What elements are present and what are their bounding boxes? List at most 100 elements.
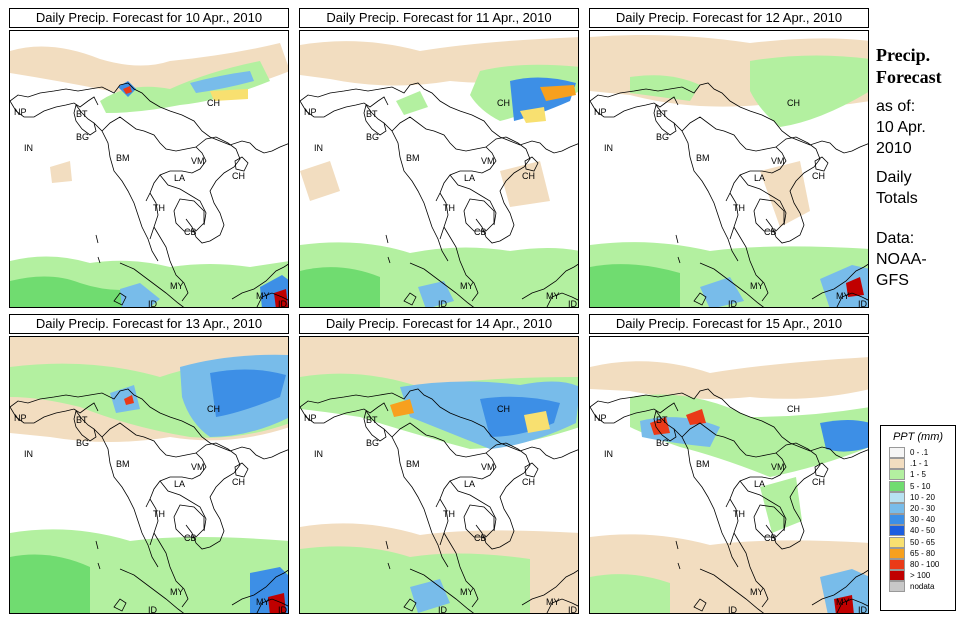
svg-text:CH: CH [497, 98, 510, 108]
svg-text:LA: LA [464, 479, 475, 489]
svg-text:VM: VM [191, 462, 205, 472]
legend-item: .1 - 1 [881, 458, 955, 470]
sidebar-totals-line1: Daily [876, 169, 912, 186]
precip-fill [590, 357, 868, 613]
precip-map: NP BT BG IN BM CH VM LA TH CB MY ID MY I… [9, 336, 289, 614]
forecast-panel-apr-12: Daily Precip. Forecast for 12 Apr., 2010… [589, 8, 869, 308]
svg-text:MY: MY [170, 587, 184, 597]
sidebar-data-line3: GFS [876, 272, 909, 289]
svg-text:CH: CH [207, 98, 220, 108]
precip-map: NP BT BG IN BM CH VM LA TH CB MY ID MY I… [299, 30, 579, 308]
svg-text:CH: CH [232, 171, 245, 181]
svg-text:CH: CH [812, 477, 825, 487]
sidebar-title: Precip. Forecast [876, 44, 964, 88]
svg-text:BM: BM [116, 153, 130, 163]
country-labels: NP BT BG IN BM CH VM LA TH CB MY ID MY I… [304, 98, 578, 308]
svg-text:NP: NP [14, 413, 27, 423]
svg-text:NP: NP [304, 107, 317, 117]
svg-text:CH: CH [497, 404, 510, 414]
svg-text:LA: LA [754, 479, 765, 489]
legend-swatch [889, 525, 905, 537]
sidebar-title-line2: Forecast [876, 67, 942, 87]
precip-fill [10, 43, 288, 307]
legend-swatch [889, 458, 905, 470]
legend-label: 50 - 65 [910, 537, 935, 547]
country-labels: NP BT BG IN BM CH VM LA TH CB MY ID MY I… [594, 404, 868, 613]
svg-text:CH: CH [812, 171, 825, 181]
svg-text:CB: CB [764, 533, 777, 543]
precip-fill [10, 337, 288, 613]
precip-fill [590, 35, 868, 307]
svg-text:NP: NP [594, 413, 607, 423]
forecast-panel-apr-10: Daily Precip. Forecast for 10 Apr., 2010… [9, 8, 289, 308]
svg-text:MY: MY [836, 597, 850, 607]
legend-swatch [889, 536, 905, 548]
precip-map: NP BT BG IN BM CH VM LA TH CB MY ID MY I… [9, 30, 289, 308]
legend-swatch [889, 581, 905, 593]
svg-text:NP: NP [594, 107, 607, 117]
legend-title: PPT (mm) [892, 431, 944, 443]
country-labels: NP BT BG IN BM CH VM LA TH CB MY ID MY I… [14, 404, 288, 614]
forecast-panel-apr-14: Daily Precip. Forecast for 14 Apr., 2010… [299, 314, 579, 614]
forecast-panel-apr-11: Daily Precip. Forecast for 11 Apr., 2010… [299, 8, 579, 308]
legend-item: 10 - 20 [881, 491, 955, 503]
svg-text:TH: TH [443, 509, 455, 519]
legend-item: 80 - 100 [881, 558, 955, 570]
svg-text:ID: ID [148, 299, 158, 308]
svg-text:CB: CB [184, 533, 197, 543]
svg-text:ID: ID [148, 605, 158, 614]
legend-label: 65 - 80 [910, 548, 935, 558]
svg-text:BM: BM [696, 153, 710, 163]
svg-text:LA: LA [754, 173, 765, 183]
svg-text:TH: TH [733, 509, 745, 519]
precip-map-graphic: NP BT BG IN BM CH VM LA TH CB MY ID MY I… [10, 337, 288, 614]
svg-text:BT: BT [76, 415, 88, 425]
panel-title: Daily Precip. Forecast for 14 Apr., 2010 [299, 314, 579, 334]
svg-text:ID: ID [278, 605, 288, 614]
precip-map-graphic: NP BT BG IN BM CH VM LA TH CB MY ID MY I… [10, 43, 288, 308]
legend-label: 80 - 100 [910, 559, 940, 569]
legend-item: > 100 [881, 570, 955, 582]
legend-label: nodata [910, 582, 935, 592]
svg-text:IN: IN [604, 449, 613, 459]
sidebar-asof-label: as of: [876, 98, 916, 115]
svg-text:IN: IN [24, 143, 33, 153]
svg-text:BT: BT [366, 415, 378, 425]
legend-label: 10 - 20 [910, 492, 935, 502]
legend-swatch [889, 502, 905, 514]
legend-label: 20 - 30 [910, 503, 935, 513]
svg-text:BT: BT [656, 109, 668, 119]
forecast-panel-apr-15: Daily Precip. Forecast for 15 Apr., 2010… [589, 314, 869, 614]
svg-text:ID: ID [568, 299, 578, 308]
legend-label: .1 - 1 [910, 459, 929, 469]
panel-title: Daily Precip. Forecast for 10 Apr., 2010 [9, 8, 289, 28]
svg-text:IN: IN [604, 143, 613, 153]
svg-text:BG: BG [366, 438, 379, 448]
legend-swatch [889, 480, 905, 492]
sidebar-totals: Daily Totals [876, 167, 964, 209]
panel-title: Daily Precip. Forecast for 13 Apr., 2010 [9, 314, 289, 334]
svg-text:BM: BM [406, 153, 420, 163]
svg-text:BT: BT [656, 415, 668, 425]
svg-text:TH: TH [153, 509, 165, 519]
sidebar-date-line2: 2010 [876, 140, 912, 157]
panel-title: Daily Precip. Forecast for 11 Apr., 2010 [299, 8, 579, 28]
sidebar-asof: as of: 10 Apr. 2010 [876, 96, 964, 159]
svg-text:BG: BG [656, 132, 669, 142]
legend-label: 0 - .1 [910, 448, 929, 457]
sidebar-title-line1: Precip. [876, 45, 931, 65]
sidebar-data-line1: Data: [876, 230, 915, 247]
legend-swatch [889, 469, 905, 481]
svg-text:TH: TH [443, 203, 455, 213]
svg-text:ID: ID [568, 605, 578, 614]
svg-text:LA: LA [174, 173, 185, 183]
svg-text:LA: LA [174, 479, 185, 489]
svg-text:MY: MY [750, 281, 764, 291]
legend-label: 40 - 50 [910, 526, 935, 536]
svg-text:CH: CH [207, 404, 220, 414]
svg-text:NP: NP [14, 107, 27, 117]
precip-map: NP BT BG IN BM CH VM LA TH CB MY ID MY I… [589, 336, 869, 614]
svg-text:NP: NP [304, 413, 317, 423]
svg-text:CB: CB [764, 227, 777, 237]
